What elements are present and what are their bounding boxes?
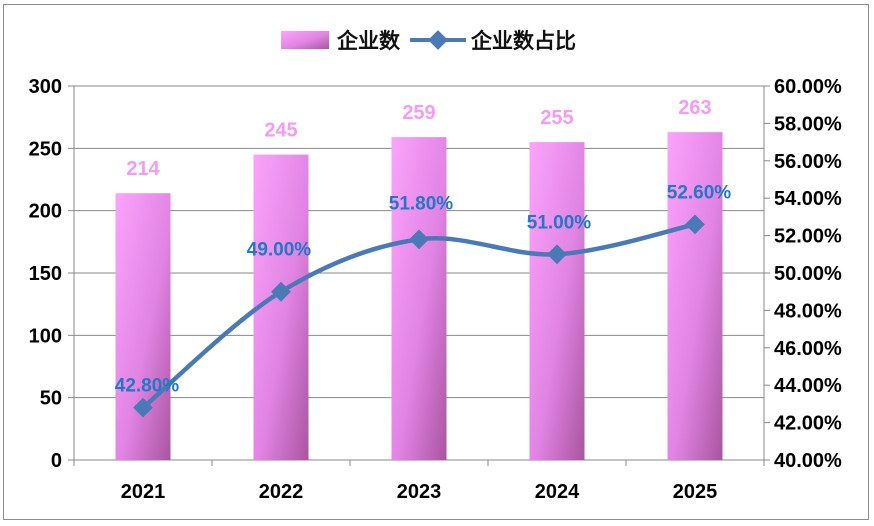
data-labels: 214 245 259 255 263 42.80% 49.00% 51.80% 51.00% 5… xyxy=(115,97,732,397)
legend: 企业数 企业数占比 xyxy=(281,29,576,53)
legend-label-bar: 企业数 xyxy=(336,29,401,53)
x-tick-label: 2021 xyxy=(121,481,166,503)
line-marker xyxy=(133,397,153,418)
right-tick-label: 58.00% xyxy=(774,113,842,135)
bar xyxy=(667,132,723,461)
line-value-label: 42.80% xyxy=(115,376,180,397)
bar-series xyxy=(115,132,723,461)
left-tick-label: 150 xyxy=(29,263,62,285)
bar xyxy=(253,154,309,461)
right-tick-label: 40.00% xyxy=(774,450,842,472)
bar-value-label: 263 xyxy=(678,97,711,119)
left-tick-label: 0 xyxy=(51,450,62,472)
right-tick-label: 50.00% xyxy=(774,263,842,285)
right-tick-label: 56.00% xyxy=(774,151,842,173)
x-tick-label: 2022 xyxy=(259,481,304,503)
left-tick-label: 300 xyxy=(29,76,62,98)
left-tick-label: 50 xyxy=(40,388,62,410)
line-value-label: 49.00% xyxy=(247,240,312,261)
right-tick-label: 44.00% xyxy=(774,375,842,397)
bar-value-label: 255 xyxy=(540,107,573,129)
right-tick-label: 60.00% xyxy=(774,76,842,98)
bar-value-label: 245 xyxy=(264,120,297,142)
line-value-label: 51.00% xyxy=(527,212,592,233)
bar-value-label: 214 xyxy=(126,158,160,180)
line-value-label: 52.60% xyxy=(667,182,732,203)
legend-label-line: 企业数占比 xyxy=(470,29,576,53)
right-tick-label: 52.00% xyxy=(774,226,842,248)
x-tick-label: 2024 xyxy=(535,481,580,503)
legend-swatch-bar xyxy=(281,31,329,49)
right-tick-label: 54.00% xyxy=(774,188,842,210)
left-tick-label: 100 xyxy=(29,325,62,347)
axes: 0 50 100 150 200 250 300 40.00% 42.00% 44.00% 46.0… xyxy=(29,76,842,503)
line-value-label: 51.80% xyxy=(389,193,454,214)
line-marker xyxy=(271,281,291,302)
right-tick-label: 42.00% xyxy=(774,413,842,435)
x-tick-label: 2023 xyxy=(397,481,442,503)
left-tick-label: 250 xyxy=(29,138,62,160)
bar xyxy=(115,193,171,461)
legend-marker xyxy=(428,30,448,50)
x-tick-label: 2025 xyxy=(673,481,718,503)
right-tick-label: 46.00% xyxy=(774,338,842,360)
bar xyxy=(391,137,447,460)
line-marker xyxy=(409,229,429,250)
bar-value-label: 259 xyxy=(402,102,435,124)
left-tick-label: 200 xyxy=(29,201,62,223)
right-tick-label: 48.00% xyxy=(774,300,842,322)
bar xyxy=(529,142,585,460)
